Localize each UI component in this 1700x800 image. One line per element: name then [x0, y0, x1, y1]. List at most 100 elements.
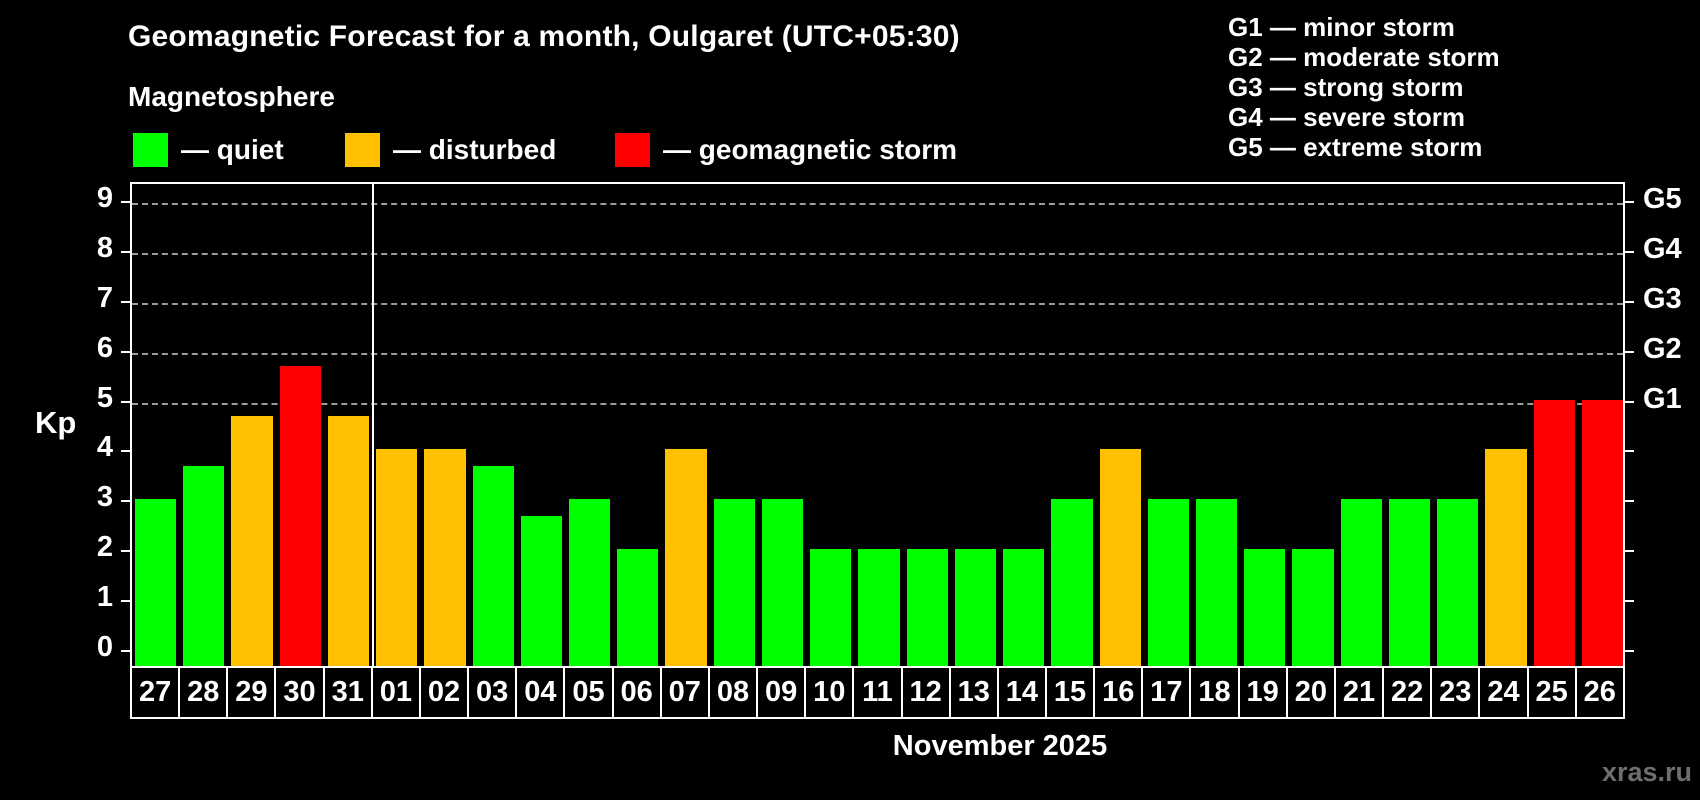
right-tick-kp2	[1625, 550, 1634, 553]
kp-bar-18	[1195, 499, 1238, 666]
left-tick-kp4	[121, 450, 130, 453]
kp-bar-17	[1147, 499, 1189, 666]
left-tick-kp5	[121, 400, 130, 403]
kp-bar-23	[1437, 499, 1479, 666]
kp-bar-11	[858, 549, 900, 666]
date-cell-30: 30	[274, 668, 322, 717]
kp-bar-21	[1340, 499, 1382, 666]
kp-bar-04	[520, 515, 563, 666]
storm-scale-g3: G3 — strong storm	[1228, 72, 1464, 102]
date-cell-24: 24	[1478, 668, 1526, 717]
kp-bar-06	[617, 549, 659, 666]
storm-scale-g5: G5 — extreme storm	[1228, 132, 1483, 162]
date-cell-26: 26	[1574, 668, 1623, 717]
date-cell-19: 19	[1237, 668, 1286, 717]
y-axis-label-2: 2	[96, 531, 113, 564]
kp-bar-31	[327, 415, 370, 666]
kp-bar-09	[761, 499, 804, 666]
kp-bar-10	[810, 549, 852, 666]
kp-bar-24	[1485, 449, 1527, 666]
right-axis-label-g2: G2	[1643, 332, 1682, 365]
kp-bar-19	[1244, 549, 1286, 666]
kp-bar-29	[231, 415, 273, 666]
y-axis-label-3: 3	[96, 481, 113, 514]
kp-bar-12	[906, 549, 948, 666]
date-cell-29: 29	[226, 668, 274, 717]
legend-item-quiet: — quiet	[133, 133, 284, 167]
kp-bar-25	[1533, 399, 1575, 666]
kp-bar-27	[135, 499, 177, 666]
gridline-kp6	[132, 352, 1623, 355]
kp-bar-15	[1051, 499, 1093, 666]
kp-bar-28	[183, 465, 225, 666]
kp-bar-03	[472, 465, 514, 666]
date-cell-08: 08	[707, 668, 756, 717]
date-cell-02: 02	[418, 668, 467, 717]
storm-scale-legend: G1 — minor storm G2 — moderate storm G3 …	[1228, 12, 1500, 162]
left-tick-kp1	[121, 600, 130, 603]
legend-label-quiet: — quiet	[181, 134, 284, 165]
right-axis-label-g1: G1	[1643, 382, 1682, 415]
y-axis-label-8: 8	[96, 231, 113, 264]
right-tick-kp9	[1625, 200, 1634, 203]
legend-label-disturbed: — disturbed	[393, 134, 557, 165]
kp-bar-02	[424, 449, 466, 666]
date-cell-22: 22	[1382, 668, 1430, 717]
date-cell-21: 21	[1333, 668, 1382, 717]
y-axis-label-6: 6	[96, 331, 113, 364]
gridline-kp5	[132, 402, 1623, 405]
right-tick-kp8	[1625, 250, 1634, 253]
kp-bar-08	[713, 499, 755, 666]
date-cell-14: 14	[996, 668, 1045, 717]
left-tick-kp6	[121, 350, 130, 353]
left-tick-kp3	[121, 500, 130, 503]
quiet-color-swatch	[133, 133, 168, 167]
storm-scale-g2: G2 — moderate storm	[1228, 42, 1500, 72]
y-axis-label-5: 5	[96, 381, 113, 414]
date-cell-16: 16	[1093, 668, 1141, 717]
date-cell-25: 25	[1526, 668, 1575, 717]
legend-item-storm: — geomagnetic storm	[615, 133, 957, 167]
date-cell-23: 23	[1430, 668, 1478, 717]
right-tick-kp7	[1625, 300, 1634, 303]
left-tick-kp2	[121, 550, 130, 553]
right-tick-kp0	[1625, 650, 1634, 652]
date-cell-07: 07	[659, 668, 708, 717]
legend-item-disturbed: — disturbed	[345, 133, 556, 167]
date-cell-03: 03	[467, 668, 515, 717]
date-cell-18: 18	[1189, 668, 1237, 717]
kp-bar-26	[1581, 399, 1623, 666]
left-tick-kp9	[121, 200, 130, 203]
x-axis-title: November 2025	[892, 730, 1108, 762]
date-cell-12: 12	[900, 668, 949, 717]
y-axis-label-4: 4	[96, 431, 113, 464]
date-cell-20: 20	[1285, 668, 1334, 717]
date-cell-05: 05	[563, 668, 611, 717]
chart-subtitle: Magnetosphere	[128, 81, 335, 112]
x-axis-date-row: 27 28 29 30 31 01 02 03 04 05 06 07 08 09 10 11 12 13 14 15…	[130, 666, 1625, 719]
kp-bar-13	[954, 549, 997, 666]
gridline-kp8	[132, 252, 1623, 255]
date-cell-01: 01	[370, 668, 419, 717]
date-cell-28: 28	[178, 668, 226, 717]
y-axis-label-0: 0	[96, 631, 113, 663]
gridline-kp9	[132, 202, 1623, 205]
kp-bar-14	[1003, 549, 1045, 666]
kp-bar-22	[1388, 499, 1431, 666]
kp-bar-05	[569, 499, 611, 666]
y-axis-label-7: 7	[96, 281, 113, 314]
y-axis-label-1: 1	[96, 581, 113, 614]
date-cell-17: 17	[1141, 668, 1189, 717]
y-axis-title: Kp	[35, 405, 77, 440]
storm-color-swatch	[615, 133, 650, 167]
kp-bar-20	[1292, 549, 1334, 666]
date-cell-13: 13	[948, 668, 997, 717]
date-cell-15: 15	[1044, 668, 1093, 717]
y-axis-label-9: 9	[96, 181, 113, 214]
right-axis-label-g5: G5	[1643, 182, 1682, 215]
right-tick-kp4	[1625, 450, 1634, 453]
date-cell-06: 06	[611, 668, 660, 717]
right-axis-label-g4: G4	[1643, 232, 1682, 265]
right-tick-kp1	[1625, 600, 1634, 603]
